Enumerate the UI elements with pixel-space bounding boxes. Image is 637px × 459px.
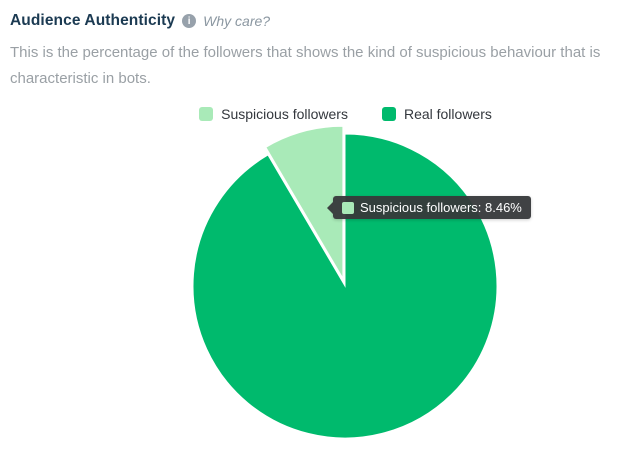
why-care-link[interactable]: Why care? (203, 13, 271, 29)
chart-area: Suspicious followers Real followers (0, 106, 637, 453)
legend-item-suspicious[interactable]: Suspicious followers (199, 106, 348, 122)
pie-slice-real-followers[interactable] (192, 133, 498, 439)
card-header: Audience Authenticity i Why care? (0, 0, 637, 30)
legend-swatch-real-icon (381, 107, 396, 121)
pie-slice-suspicious-followers[interactable] (265, 125, 344, 281)
pie-chart[interactable] (0, 122, 637, 453)
legend-swatch-suspicious-icon (199, 107, 214, 121)
page-title: Audience Authenticity (10, 12, 176, 29)
legend-label-suspicious: Suspicious followers (221, 106, 348, 122)
info-icon[interactable]: i (182, 14, 197, 28)
legend-item-real[interactable]: Real followers (381, 106, 492, 122)
description-text: This is the percentage of the followers … (10, 44, 601, 87)
legend-label-real: Real followers (403, 106, 492, 122)
chart-legend: Suspicious followers Real followers (0, 106, 637, 122)
